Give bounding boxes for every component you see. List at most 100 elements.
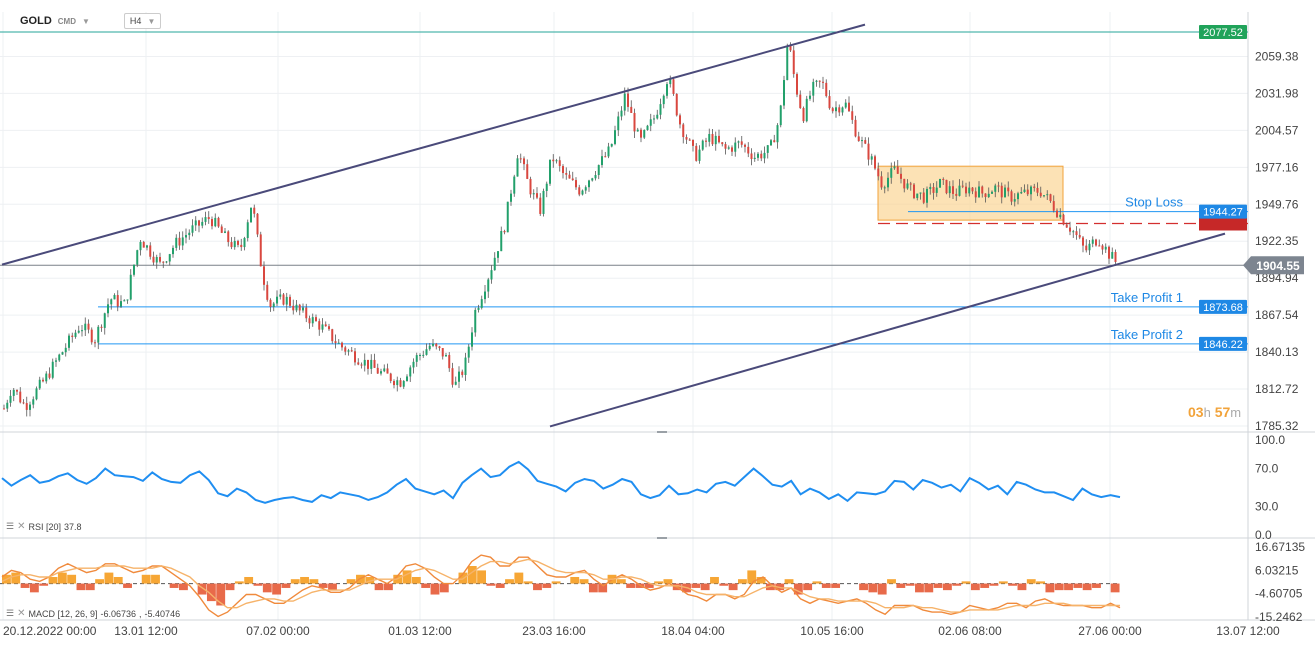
candle-up [734, 142, 737, 152]
candle-down [558, 160, 561, 167]
candle-down [796, 74, 798, 95]
macd-histogram-bar [1045, 583, 1055, 593]
candle-up [185, 235, 187, 238]
candle-down [536, 193, 538, 198]
macd-histogram-bar [39, 583, 49, 586]
candle-up [480, 299, 483, 308]
candle-up [701, 140, 704, 150]
candle-down [25, 403, 28, 410]
candle-up [224, 231, 226, 233]
macd-histogram-bar [821, 583, 831, 588]
candle-down [451, 368, 454, 385]
candle-up [1072, 231, 1075, 233]
candle-down [240, 244, 243, 248]
macd-histogram-bar [206, 583, 216, 602]
candle-down [1007, 187, 1010, 192]
candle-up [302, 307, 304, 311]
candle-down [1075, 231, 1078, 236]
macd-histogram-bar [467, 566, 477, 584]
candle-up [919, 192, 922, 194]
candle-up [477, 307, 480, 310]
macd-signal-line [1, 558, 1120, 613]
candle-up [812, 81, 815, 96]
candle-down [441, 348, 444, 357]
candle-down [298, 304, 301, 311]
timeframe-select[interactable]: H4 ▼ [123, 13, 162, 29]
candle-down [256, 213, 259, 235]
candle-down [744, 144, 746, 147]
candle-up [419, 354, 421, 356]
macd-histogram-bar [1008, 583, 1018, 586]
candle-down [932, 186, 935, 193]
candle-down [961, 185, 964, 187]
candle-down [854, 119, 857, 137]
candle-up [214, 217, 217, 227]
candle-down [448, 355, 451, 369]
candle-up [12, 389, 15, 396]
macd-histogram-bar [225, 583, 235, 591]
close-icon[interactable]: ✕ [17, 608, 26, 619]
candle-up [58, 354, 61, 361]
candle-down [1101, 245, 1104, 250]
macd-histogram-bar [915, 583, 924, 593]
indicator-settings-icon[interactable]: ☰ [6, 608, 15, 618]
macd-histogram-bar [970, 583, 980, 591]
candle-down [393, 381, 395, 386]
macd-histogram-bar [365, 576, 375, 584]
candle-down [552, 159, 555, 162]
candle-up [51, 361, 54, 378]
candle-up [380, 371, 382, 374]
macd-histogram-bar [309, 579, 319, 584]
entry-tag [1199, 216, 1247, 231]
candle-down [955, 193, 958, 196]
candle-up [311, 317, 314, 324]
candle-down [334, 341, 337, 344]
candle-down [682, 124, 685, 138]
candle-down [874, 156, 876, 169]
candle-up [172, 247, 174, 255]
chevron-down-icon[interactable]: ▼ [82, 16, 90, 26]
candle-down [822, 81, 824, 83]
macd-tick-label: -4.60705 [1255, 587, 1303, 601]
candle-up [510, 193, 512, 202]
candle-up [779, 105, 782, 126]
candle-up [815, 80, 818, 82]
close-icon[interactable]: ✕ [17, 521, 26, 532]
candle-up [763, 152, 766, 159]
candle-down [305, 307, 308, 319]
symbol-label[interactable]: GOLD [20, 15, 52, 27]
candle-up [893, 166, 896, 169]
macd-histogram-bar [570, 576, 580, 584]
candle-down [1082, 237, 1084, 246]
candle-down [789, 45, 792, 51]
macd-histogram-bar [244, 576, 254, 584]
macd-histogram-bar [486, 583, 496, 586]
candle-down [1085, 245, 1088, 251]
candle-down [367, 359, 369, 369]
candle-up [61, 352, 64, 355]
macd-histogram-bar [328, 583, 337, 591]
candle-down [1026, 189, 1029, 195]
candle-up [841, 107, 844, 113]
y-tick-label: 1949.76 [1255, 197, 1299, 211]
level-label-2: Take Profit 1 [1111, 290, 1183, 305]
candle-down [857, 136, 860, 142]
candle-up [542, 190, 545, 214]
indicator-settings-icon[interactable]: ☰ [6, 521, 15, 531]
stop-loss-tag: 1944.27 [1203, 207, 1243, 219]
candle-up [549, 159, 551, 184]
macd-histogram-bar [961, 581, 971, 584]
stop-loss-tag-bg [1199, 204, 1247, 219]
y-tick-label: 1894.94 [1255, 271, 1299, 285]
candle-down [1065, 224, 1068, 228]
macd-histogram-bar [812, 581, 822, 584]
current-price-tag [1243, 256, 1304, 275]
macd-line [1, 554, 1121, 618]
candle-down [354, 351, 356, 363]
candle-up [978, 186, 980, 198]
candle-up [139, 241, 142, 251]
candle-up [484, 291, 486, 300]
candle-down [503, 230, 506, 233]
candle-up [1104, 246, 1107, 250]
